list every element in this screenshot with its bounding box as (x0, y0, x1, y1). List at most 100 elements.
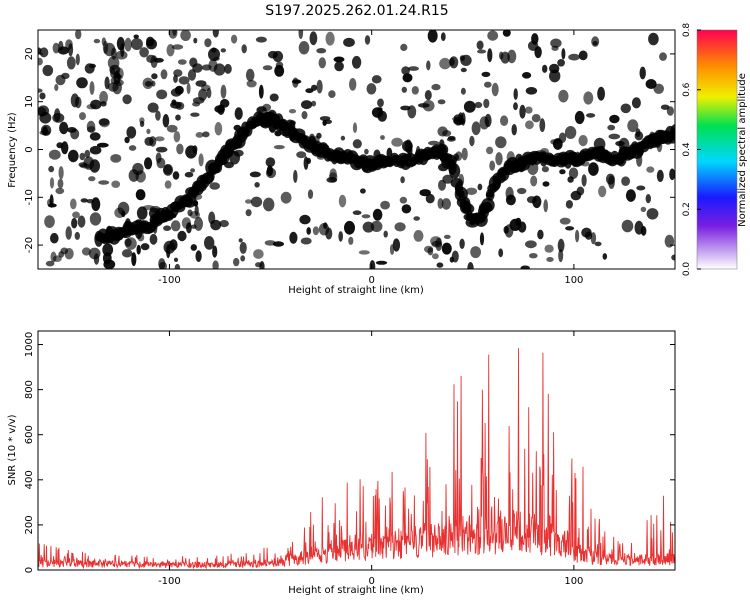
noise-blob (549, 69, 561, 83)
noise-blob (186, 222, 192, 234)
noise-blob (71, 217, 78, 229)
noise-blob (246, 80, 257, 88)
noise-blob (253, 249, 264, 259)
noise-blob (460, 67, 467, 73)
noise-blob (269, 93, 279, 102)
noise-blob (546, 257, 554, 262)
noise-blob (442, 130, 452, 137)
noise-blob (93, 38, 101, 44)
noise-blob (52, 113, 65, 123)
noise-blob (460, 87, 466, 95)
noise-blob (306, 227, 312, 235)
noise-blob (495, 152, 503, 166)
snr-ytick-label: 800 (24, 380, 35, 399)
noise-blob (68, 149, 79, 163)
noise-blob (160, 69, 168, 80)
noise-blob (578, 50, 588, 61)
noise-blob (151, 80, 156, 87)
noise-blob (121, 249, 133, 258)
noise-blob (75, 53, 80, 66)
noise-blob (558, 249, 564, 263)
noise-blob (195, 132, 204, 138)
noise-blob (564, 126, 577, 139)
noise-blob (513, 88, 518, 100)
noise-blob (209, 182, 220, 190)
noise-blob (348, 236, 354, 245)
noise-blob (543, 199, 548, 213)
noise-blob (446, 137, 456, 142)
colorbar: 0.0 0.2 0.4 0.6 0.8 Normalized spectral ampl… (682, 23, 748, 277)
noise-blob (44, 215, 55, 229)
noise-blob (581, 174, 587, 187)
noise-blob (537, 229, 544, 240)
noise-blob (210, 219, 222, 231)
noise-blob (491, 82, 499, 97)
noise-blob (145, 80, 153, 87)
noise-blob (122, 94, 132, 105)
noise-blob (413, 230, 424, 242)
noise-blob (79, 152, 86, 161)
spectrogram-xtick-label: -100 (158, 275, 181, 286)
noise-blob (529, 253, 538, 259)
noise-blob (89, 81, 95, 95)
noise-blob (184, 171, 194, 178)
noise-blob (625, 189, 636, 202)
noise-blob (669, 168, 675, 181)
noise-blob (605, 173, 615, 185)
noise-blob (487, 30, 499, 41)
noise-blob (371, 75, 382, 84)
noise-blob (298, 41, 310, 55)
noise-blob (99, 118, 110, 128)
noise-blob (130, 38, 143, 50)
snr-xtick-label: 100 (564, 576, 583, 587)
noise-blob (664, 234, 675, 248)
noise-blob (635, 128, 641, 138)
noise-blob (477, 183, 483, 191)
noise-blob (86, 120, 96, 133)
noise-blob (517, 221, 527, 233)
noise-blob (178, 76, 190, 85)
noise-blob (289, 231, 298, 244)
colorbar-tick-label: 0.8 (682, 23, 692, 38)
colorbar-ticks: 0.0 0.2 0.4 0.6 0.8 (682, 23, 701, 276)
noise-blob (75, 30, 82, 40)
noise-blob (194, 216, 203, 231)
noise-blob (38, 88, 43, 93)
noise-blob (144, 157, 153, 170)
spectrogram-xlabel: Height of straight line (km) (288, 285, 424, 296)
snr-ytick-label: 200 (24, 515, 35, 534)
noise-blob (653, 83, 664, 95)
noise-blob (392, 238, 401, 252)
noise-blob (267, 50, 278, 59)
noise-blob (79, 112, 86, 121)
noise-blob (147, 102, 159, 113)
noise-blob (479, 232, 485, 246)
noise-blob (602, 253, 608, 260)
noise-blob (301, 100, 313, 110)
noise-blob (124, 238, 132, 247)
noise-blob (586, 113, 596, 118)
noise-blob (274, 65, 285, 77)
noise-blob (399, 196, 408, 204)
noise-blob (80, 198, 89, 203)
ridge-peak (485, 201, 491, 209)
noise-blob (131, 252, 137, 267)
noise-blob (42, 64, 54, 77)
noise-blob (539, 118, 546, 133)
noise-blob (110, 154, 122, 163)
noise-blob (60, 141, 69, 155)
noise-blob (609, 114, 620, 124)
noise-blob (364, 148, 369, 155)
noise-blob (311, 84, 318, 91)
snr-frame (37, 330, 676, 571)
noise-blob (40, 124, 52, 136)
noise-blob (98, 180, 110, 185)
noise-blob (550, 38, 562, 48)
noise-blob (532, 195, 542, 209)
noise-blob (476, 40, 484, 50)
noise-blob (231, 34, 238, 44)
noise-blob (401, 204, 412, 214)
noise-blob (84, 149, 91, 158)
noise-blob (89, 63, 96, 69)
noise-blob (173, 257, 179, 262)
